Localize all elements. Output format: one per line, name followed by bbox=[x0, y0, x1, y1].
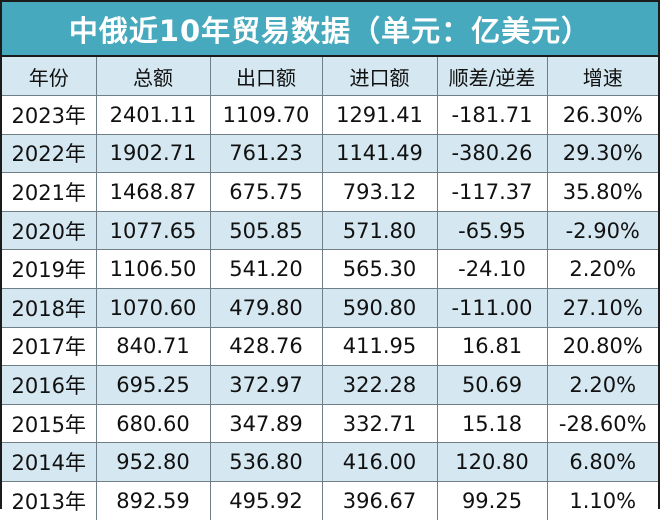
cell-growth: 20.80% bbox=[546, 326, 658, 367]
cell-balance: -181.71 bbox=[436, 95, 548, 135]
cell-year: 2015年 bbox=[2, 403, 97, 444]
table-row: 2022年 1902.71 761.23 1141.49 -380.26 29.30% bbox=[2, 133, 658, 174]
header-balance: 顺差/逆差 bbox=[436, 57, 548, 96]
cell-balance: 99.25 bbox=[436, 480, 548, 520]
cell-growth: 2.20% bbox=[546, 365, 658, 405]
cell-import: 590.80 bbox=[321, 287, 438, 328]
cell-total: 695.25 bbox=[95, 365, 211, 405]
table-body: 2023年 2401.11 1109.70 1291.41 -181.71 26.30% 2… bbox=[2, 95, 658, 520]
cell-export: 372.97 bbox=[209, 365, 323, 405]
cell-total: 1077.65 bbox=[95, 210, 211, 251]
table-row: 2019年 1106.50 541.20 565.30 -24.10 2.20% bbox=[2, 249, 658, 289]
cell-balance: 15.18 bbox=[436, 403, 548, 444]
header-row: 年份 总额 出口额 进口额 顺差/逆差 增速 bbox=[2, 57, 658, 96]
cell-export: 428.76 bbox=[209, 326, 323, 367]
cell-import: 571.80 bbox=[321, 210, 438, 251]
cell-balance: -117.37 bbox=[436, 172, 548, 212]
cell-balance: 16.81 bbox=[436, 326, 548, 367]
cell-growth: 29.30% bbox=[546, 133, 658, 174]
table-row: 2016年 695.25 372.97 322.28 50.69 2.20% bbox=[2, 365, 658, 405]
cell-export: 536.80 bbox=[209, 442, 323, 482]
cell-year: 2022年 bbox=[2, 133, 97, 174]
table-row: 2014年 952.80 536.80 416.00 120.80 6.80% bbox=[2, 442, 658, 482]
header-export: 出口额 bbox=[209, 57, 323, 96]
title-bar: 中俄近10年贸易数据（单元：亿美元） bbox=[2, 2, 658, 57]
cell-import: 793.12 bbox=[321, 172, 438, 212]
cell-total: 840.71 bbox=[95, 326, 211, 367]
cell-balance: -380.26 bbox=[436, 133, 548, 174]
cell-export: 1109.70 bbox=[209, 95, 323, 135]
cell-balance: 120.80 bbox=[436, 442, 548, 482]
cell-total: 2401.11 bbox=[95, 95, 211, 135]
header-year: 年份 bbox=[2, 57, 97, 96]
cell-import: 322.28 bbox=[321, 365, 438, 405]
table-row: 2021年 1468.87 675.75 793.12 -117.37 35.80% bbox=[2, 172, 658, 212]
cell-total: 892.59 bbox=[95, 480, 211, 520]
table-row: 2017年 840.71 428.76 411.95 16.81 20.80% bbox=[2, 326, 658, 367]
cell-import: 332.71 bbox=[321, 403, 438, 444]
cell-year: 2020年 bbox=[2, 210, 97, 251]
cell-total: 680.60 bbox=[95, 403, 211, 444]
cell-growth: 2.20% bbox=[546, 249, 658, 289]
table-row: 2020年 1077.65 505.85 571.80 -65.95 -2.90% bbox=[2, 210, 658, 251]
cell-import: 1141.49 bbox=[321, 133, 438, 174]
cell-export: 675.75 bbox=[209, 172, 323, 212]
table-row: 2018年 1070.60 479.80 590.80 -111.00 27.10% bbox=[2, 287, 658, 328]
table-row: 2023年 2401.11 1109.70 1291.41 -181.71 26.30% bbox=[2, 95, 658, 135]
cell-import: 1291.41 bbox=[321, 95, 438, 135]
cell-total: 1070.60 bbox=[95, 287, 211, 328]
table-title: 中俄近10年贸易数据（单元：亿美元） bbox=[68, 13, 592, 48]
cell-balance: -65.95 bbox=[436, 210, 548, 251]
cell-import: 565.30 bbox=[321, 249, 438, 289]
cell-year: 2018年 bbox=[2, 287, 97, 328]
cell-export: 479.80 bbox=[209, 287, 323, 328]
cell-year: 2023年 bbox=[2, 95, 97, 135]
cell-year: 2016年 bbox=[2, 365, 97, 405]
header-import: 进口额 bbox=[321, 57, 438, 96]
cell-growth: 27.10% bbox=[546, 287, 658, 328]
cell-growth: -2.90% bbox=[546, 210, 658, 251]
cell-growth: 35.80% bbox=[546, 172, 658, 212]
cell-growth: -28.60% bbox=[546, 403, 658, 444]
cell-growth: 1.10% bbox=[546, 480, 658, 520]
cell-import: 416.00 bbox=[321, 442, 438, 482]
cell-year: 2013年 bbox=[2, 480, 97, 520]
cell-export: 505.85 bbox=[209, 210, 323, 251]
header-total: 总额 bbox=[95, 57, 211, 96]
cell-year: 2014年 bbox=[2, 442, 97, 482]
cell-export: 495.92 bbox=[209, 480, 323, 520]
cell-total: 952.80 bbox=[95, 442, 211, 482]
cell-year: 2017年 bbox=[2, 326, 97, 367]
trade-data-table: 年份 总额 出口额 进口额 顺差/逆差 增速 2023年 2401.11 1109.… bbox=[2, 57, 658, 520]
cell-balance: -24.10 bbox=[436, 249, 548, 289]
cell-total: 1106.50 bbox=[95, 249, 211, 289]
cell-growth: 6.80% bbox=[546, 442, 658, 482]
cell-year: 2021年 bbox=[2, 172, 97, 212]
table-row: 2013年 892.59 495.92 396.67 99.25 1.10% bbox=[2, 480, 658, 520]
table-row: 2015年 680.60 347.89 332.71 15.18 -28.60% bbox=[2, 403, 658, 444]
cell-import: 411.95 bbox=[321, 326, 438, 367]
cell-balance: 50.69 bbox=[436, 365, 548, 405]
header-growth: 增速 bbox=[546, 57, 658, 96]
cell-year: 2019年 bbox=[2, 249, 97, 289]
cell-total: 1902.71 bbox=[95, 133, 211, 174]
cell-total: 1468.87 bbox=[95, 172, 211, 212]
cell-import: 396.67 bbox=[321, 480, 438, 520]
cell-export: 347.89 bbox=[209, 403, 323, 444]
cell-growth: 26.30% bbox=[546, 95, 658, 135]
cell-balance: -111.00 bbox=[436, 287, 548, 328]
cell-export: 761.23 bbox=[209, 133, 323, 174]
cell-export: 541.20 bbox=[209, 249, 323, 289]
